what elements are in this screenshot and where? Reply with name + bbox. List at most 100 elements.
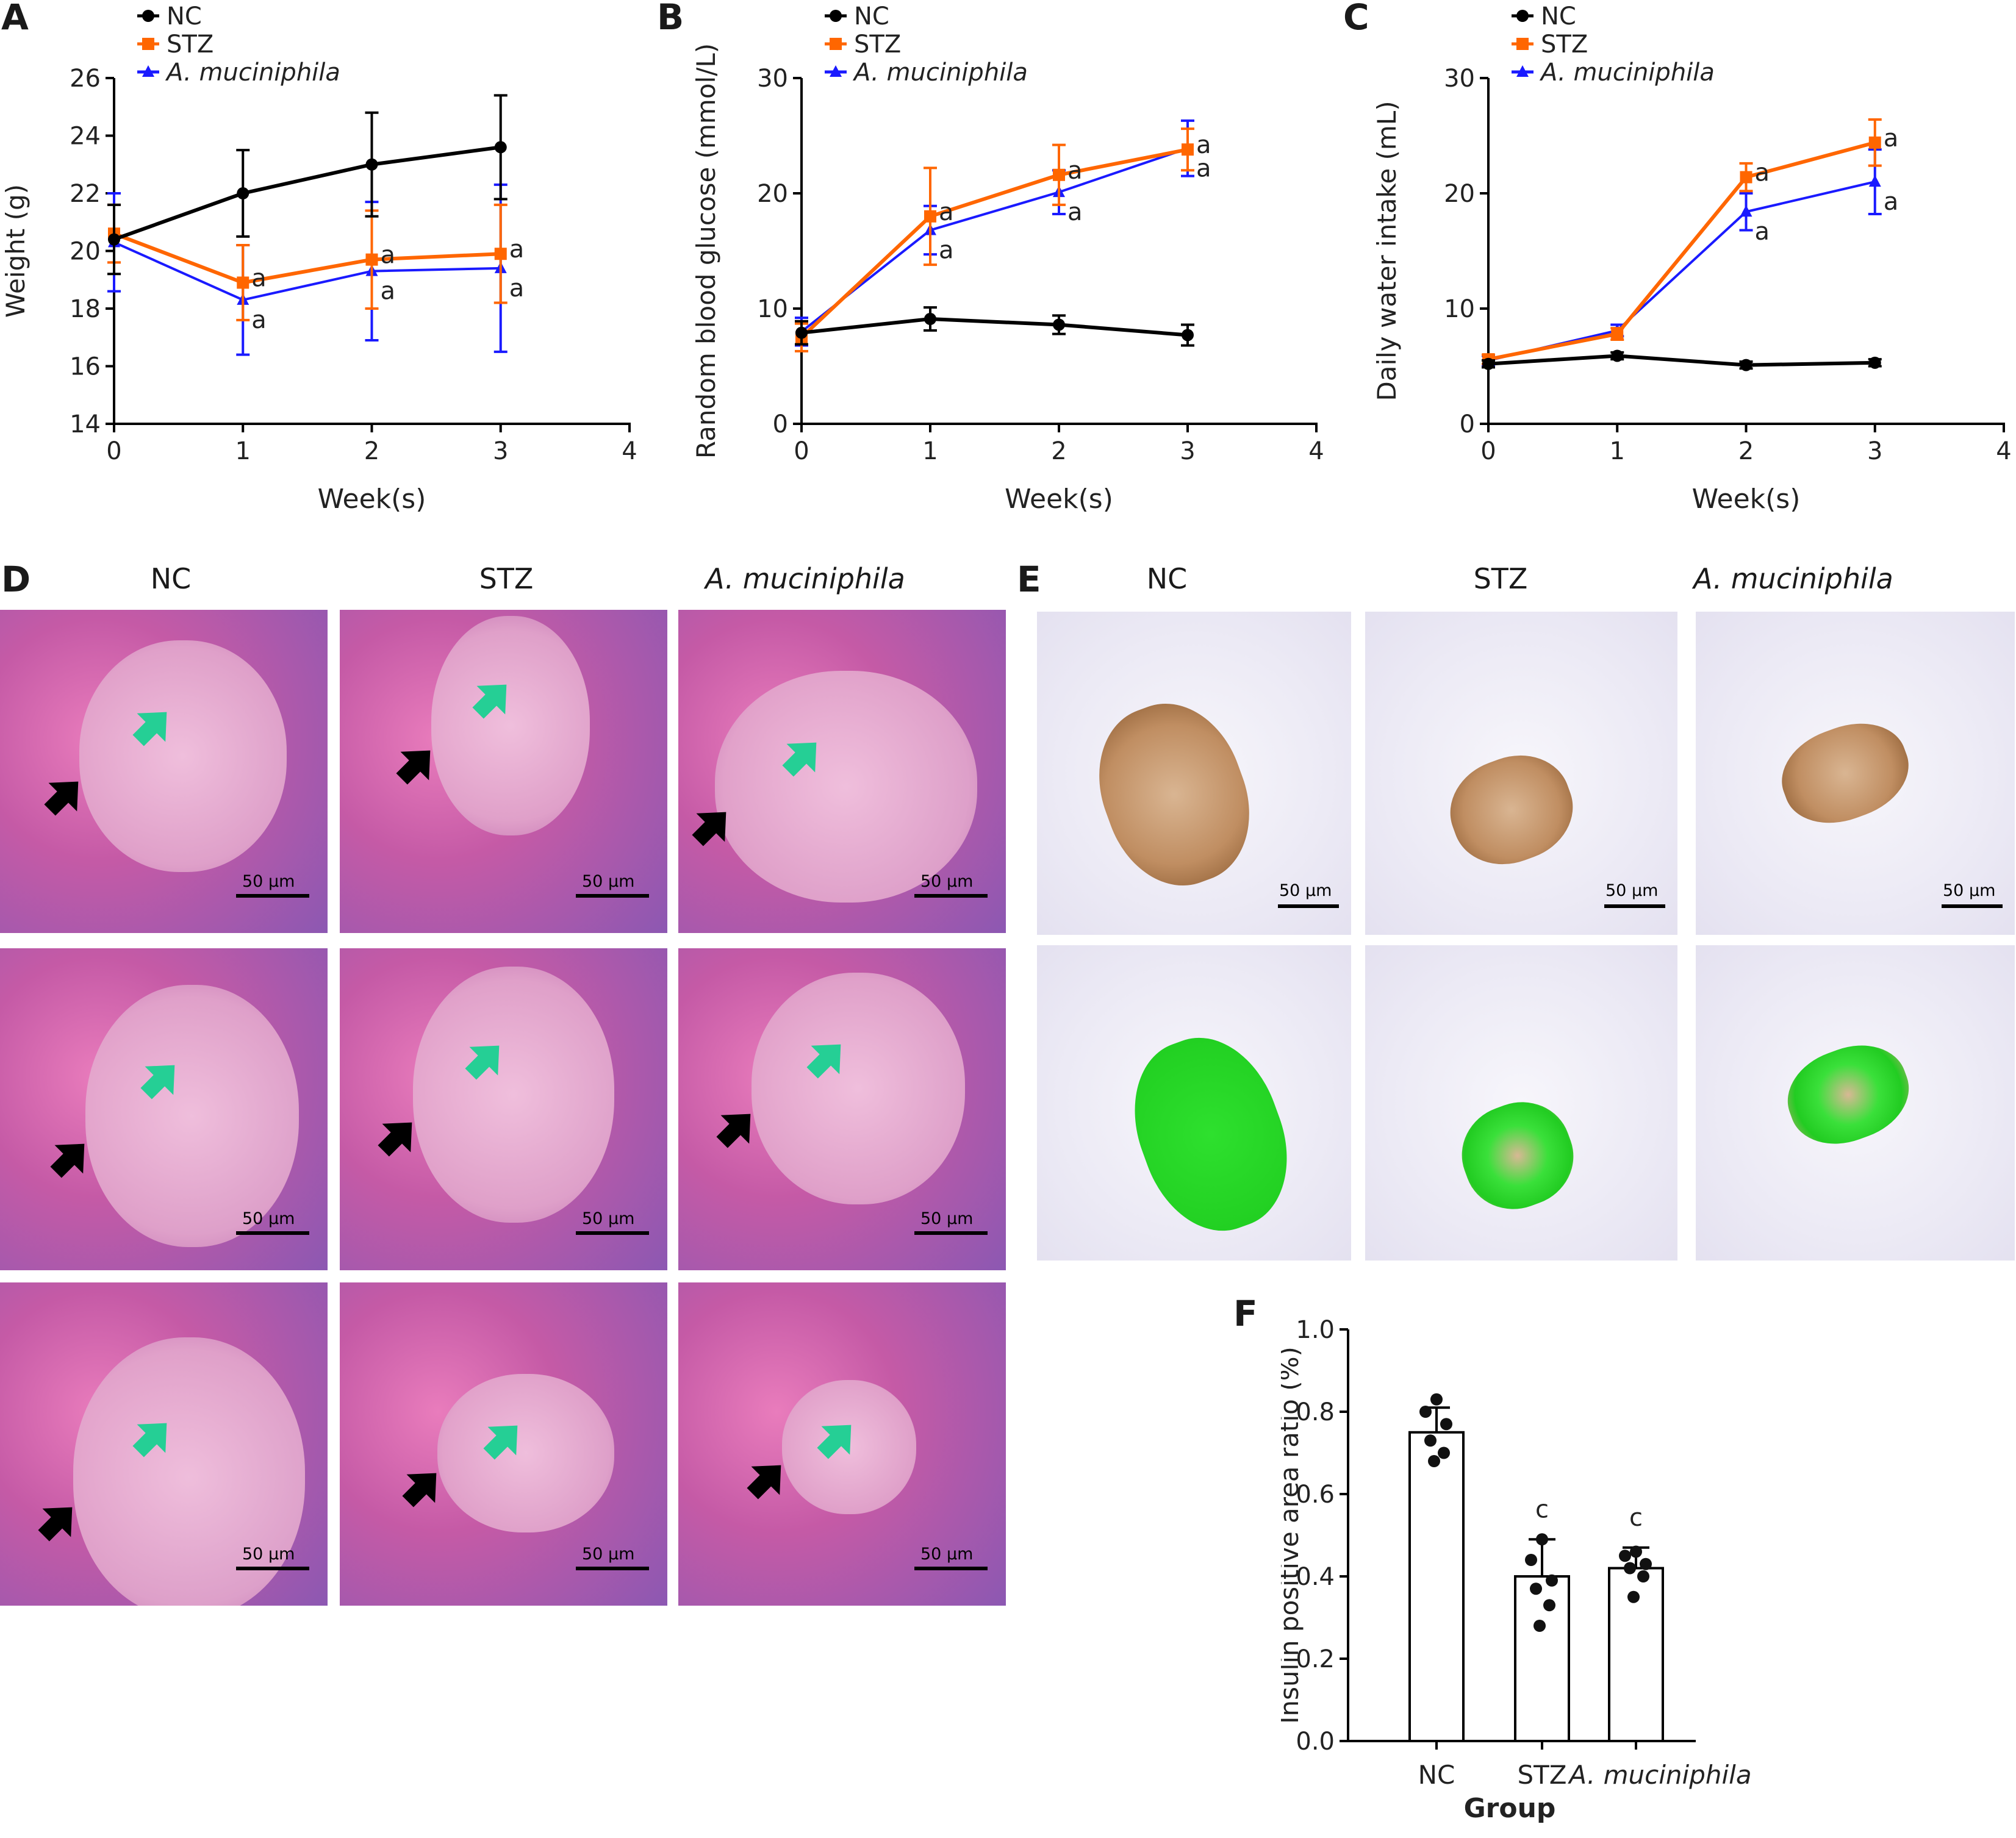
chart-b-ytick-label: 10 (757, 295, 788, 323)
chart-f-point-nc (1440, 1418, 1452, 1431)
chart-f-point-nc (1428, 1455, 1440, 1467)
chart-b-point-nc (924, 313, 936, 326)
scale-bar (576, 894, 649, 898)
chart-b-y-axis-label: Random blood glucose (mmol/L) (691, 43, 721, 459)
green-arrow-icon (781, 735, 823, 781)
chart-a-point-nc (494, 141, 507, 154)
chart-f-y-axis-label: Insulin positive area ratio (%) (1281, 1346, 1304, 1724)
scale-bar-label: 50 µm (582, 1545, 635, 1564)
chart-b-point-stz (1182, 143, 1194, 156)
black-arrow-icon (49, 1137, 91, 1182)
panel-label-a: A (1, 0, 29, 38)
chart-a-xtick-label: 0 (106, 437, 121, 465)
chart-f-point-nc (1424, 1434, 1437, 1447)
chart-a-annotation-stz: a (381, 241, 396, 270)
chart-c-annotation-stz: a (1755, 159, 1770, 187)
ihc-islet-segmented (1775, 1031, 1921, 1159)
ihc-image-akk-row1: 50 µm (1696, 612, 2015, 935)
chart-b-line-akk (800, 147, 1188, 333)
chart-a-annotation-akk: a (509, 274, 525, 302)
chart-f-xtick-label-nc: NC (1418, 1760, 1455, 1790)
chart-f-point-akk (1640, 1557, 1652, 1570)
chart-a-legend-marker-stz (142, 38, 154, 50)
he-islet-region (79, 640, 287, 872)
scale-bar (236, 894, 309, 898)
ihc-image-stz-row2 (1365, 945, 1677, 1260)
scale-bar (914, 1231, 988, 1235)
chart-a-annotation-stz: a (509, 235, 525, 263)
chart-f-x-axis-label: Group (1464, 1793, 1556, 1824)
chart-c-point-nc (1740, 359, 1752, 371)
chart-c-annotation-akk: a (1884, 188, 1899, 216)
scale-bar-label: 50 µm (582, 872, 635, 891)
chart-b-ytick-label: 20 (757, 180, 788, 208)
scale-bar-label: 50 µm (920, 1545, 974, 1564)
chart-b-legend-marker-akk (830, 65, 842, 77)
panel-label-e: E (1017, 559, 1041, 600)
chart-a-xtick-label: 1 (235, 437, 251, 465)
chart-a-point-stz (494, 248, 507, 260)
chart-a-line-akk (113, 241, 501, 301)
chart-b-xtick-label: 2 (1051, 437, 1066, 465)
chart-f-ytick-label: 1.0 (1296, 1316, 1335, 1344)
chart-f-ytick-label: 0.0 (1296, 1728, 1335, 1756)
black-arrow-icon (745, 1458, 788, 1503)
black-arrow-icon (376, 1115, 419, 1160)
chart-f-bar-stz (1514, 1575, 1570, 1742)
chart-c-legend-label-stz: STZ (1541, 30, 1588, 59)
chart-b-xtick-label: 0 (794, 437, 809, 465)
chart-c-xtick-label: 3 (1867, 437, 1882, 465)
scale-bar-label: 50 µm (242, 1209, 295, 1228)
chart-c-point-nc (1482, 357, 1494, 370)
he-image-nc-row2: 50 µm (0, 948, 328, 1270)
chart-f-point-akk (1624, 1562, 1636, 1575)
chart-f-point-akk (1619, 1550, 1631, 1562)
scale-bar (576, 1231, 649, 1235)
chart-f-point-nc (1419, 1406, 1432, 1418)
he-islet-region (85, 985, 299, 1247)
chart-a-legend-label-akk: A. muciniphila (165, 59, 340, 87)
green-arrow-icon (805, 1037, 848, 1082)
chart-b-line-nc (801, 317, 1188, 337)
chart-b-point-stz (924, 210, 936, 223)
black-arrow-icon (395, 743, 437, 788)
chart-f-xtick-label-stz: STZ (1517, 1760, 1566, 1790)
green-arrow-icon (464, 1039, 506, 1084)
chart-a-annotation-akk: a (251, 306, 267, 334)
panel-label-f: F (1233, 1293, 1258, 1334)
chart-c-line-nc (1488, 354, 1875, 367)
he-image-stz-row2: 50 µm (340, 948, 667, 1270)
chart-f-point-stz (1546, 1574, 1558, 1587)
scale-bar (1942, 904, 2003, 908)
panel-label-c: C (1343, 0, 1369, 38)
chart-f-ytick-label: 0.4 (1296, 1563, 1335, 1591)
chart-b-point-stz (1053, 168, 1065, 181)
chart-a-ytick-label: 24 (70, 123, 101, 151)
panel-d-col-title-stz: STZ (479, 562, 534, 595)
chart-f-point-nc (1430, 1393, 1443, 1406)
chart-c-legend-marker-stz (1516, 38, 1529, 50)
chart-a-point-stz (365, 253, 378, 266)
scale-bar-label: 50 µm (920, 1209, 974, 1228)
chart-b-ytick-label: 0 (773, 410, 788, 438)
he-islet-region (437, 1374, 614, 1532)
he-islet-region (715, 671, 977, 903)
chart-a-xtick-label: 2 (364, 437, 379, 465)
panel-d-col-title-nc: NC (150, 562, 192, 595)
chart-a-legend-label-stz: STZ (167, 30, 213, 59)
chart-a-annotation-stz: a (251, 264, 267, 292)
chart-c-ytick-label: 20 (1444, 180, 1475, 208)
chart-f-point-akk (1627, 1590, 1640, 1603)
chart-c-xtick-label: 1 (1610, 437, 1625, 465)
chart-c-line-akk (1488, 181, 1876, 362)
scale-bar (914, 894, 988, 898)
ihc-islet-stained (1077, 684, 1272, 905)
chart-b-annotation-stz: a (1067, 157, 1083, 185)
scale-bar (236, 1231, 309, 1235)
chart-f-ytick-label: 0.8 (1296, 1398, 1335, 1426)
scale-bar (236, 1567, 309, 1570)
black-arrow-icon (401, 1466, 443, 1511)
chart-c-annotation-akk: a (1755, 218, 1770, 246)
chart-c-line-stz (1488, 140, 1876, 362)
black-arrow-icon (37, 1500, 79, 1545)
